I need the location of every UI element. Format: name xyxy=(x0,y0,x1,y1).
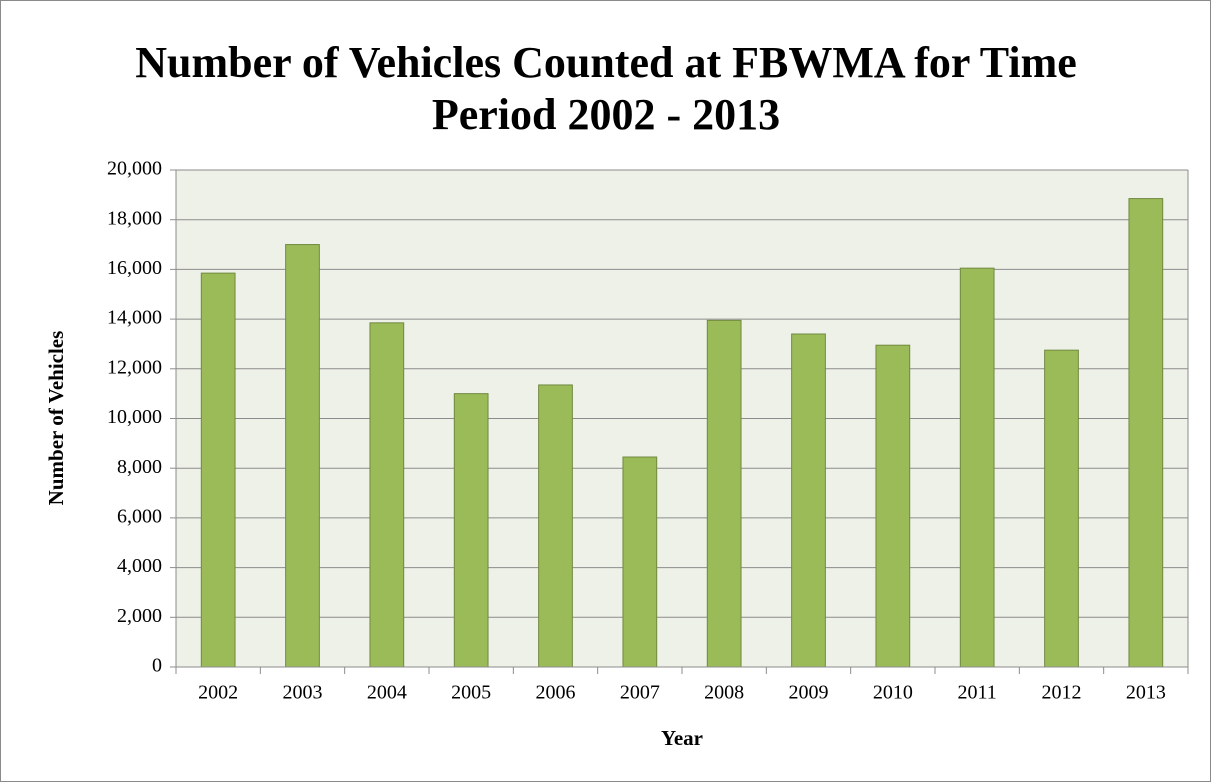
bar xyxy=(1128,198,1164,668)
bar xyxy=(285,244,320,668)
bar xyxy=(706,319,742,668)
bar xyxy=(875,344,911,668)
x-tick-label: 2008 xyxy=(704,682,744,704)
x-tick-label: 2004 xyxy=(367,682,407,704)
x-tick-label: 2012 xyxy=(1042,682,1082,704)
y-tick-label: 20,000 xyxy=(107,158,162,180)
y-axis-title: Number of Vehicles xyxy=(44,331,68,506)
x-tick-label: 2005 xyxy=(451,682,491,704)
y-tick-label: 12,000 xyxy=(107,356,162,378)
bar xyxy=(622,456,658,668)
x-axis-title: Year xyxy=(661,726,703,750)
y-tick-label: 10,000 xyxy=(107,406,162,428)
x-tick-label: 2009 xyxy=(789,682,829,704)
x-tick-label: 2007 xyxy=(620,682,660,704)
y-tick-label: 6,000 xyxy=(117,505,162,527)
chart-title: Number of Vehicles Counted at FBWMA for … xyxy=(135,38,1077,139)
x-tick-label: 2011 xyxy=(958,682,997,704)
bar xyxy=(200,272,236,668)
bar xyxy=(791,333,826,668)
x-tick-label: 2002 xyxy=(198,682,238,704)
x-tick-label: 2010 xyxy=(873,682,913,704)
y-tick-label: 2,000 xyxy=(117,605,162,627)
x-tick-label: 2003 xyxy=(283,682,323,704)
bar xyxy=(959,267,995,668)
y-tick-label: 18,000 xyxy=(107,207,162,229)
bar xyxy=(453,393,489,668)
x-tick-label: 2013 xyxy=(1126,682,1166,704)
y-tick-label: 0 xyxy=(152,655,162,677)
y-tick-label: 16,000 xyxy=(107,257,162,279)
y-tick-label: 4,000 xyxy=(117,555,162,577)
x-tick-label: 2006 xyxy=(536,682,576,704)
bar xyxy=(1044,349,1079,668)
bar xyxy=(538,384,573,668)
y-tick-label: 8,000 xyxy=(117,456,162,478)
bar xyxy=(369,322,405,668)
y-tick-label: 14,000 xyxy=(107,307,162,329)
